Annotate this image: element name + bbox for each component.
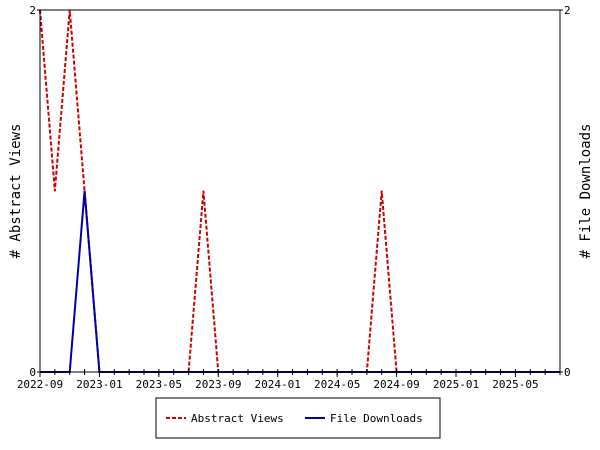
x-tick-label-2025-05: 2025-05 bbox=[492, 378, 538, 391]
axes-layer: 2022-09 2023-01 2023-05 2023-09 2024-01 2024-… bbox=[17, 4, 571, 391]
x-tick-label-2022-09: 2022-09 bbox=[17, 378, 63, 391]
y-axis-label-left: # Abstract Views bbox=[8, 124, 24, 259]
data-point-file-downloads-2022-12 bbox=[83, 190, 86, 192]
x-tick-label-2024-09: 2024-09 bbox=[373, 378, 419, 391]
series-line-file-downloads bbox=[40, 190, 560, 373]
data-point-abstract-views-2023-08 bbox=[202, 190, 205, 192]
data-point-abstract-views-2024-08 bbox=[381, 190, 383, 192]
x-tick-label-2024-05: 2024-05 bbox=[314, 378, 360, 391]
x-tick-label-2025-01: 2025-01 bbox=[433, 378, 479, 391]
legend-label-file-downloads: File Downloads bbox=[330, 412, 423, 425]
plot-layer bbox=[39, 9, 561, 373]
x-tick-label-2023-05: 2023-05 bbox=[136, 378, 182, 391]
y-axis-label-right: # File Downloads bbox=[578, 124, 594, 259]
legend-label-abstract-views: Abstract Views bbox=[191, 412, 284, 425]
data-point-abstract-views-2022-10 bbox=[54, 190, 56, 192]
y-right-tick-label-0: 0 bbox=[564, 366, 571, 379]
series-line-abstract-views bbox=[39, 9, 560, 373]
legend-box bbox=[155, 397, 441, 439]
y-right-tick-label-2: 2 bbox=[564, 4, 571, 17]
legend: Abstract Views File Downloads bbox=[155, 397, 441, 439]
x-tick-label-2023-01: 2023-01 bbox=[76, 378, 122, 391]
x-tick-label-2024-01: 2024-01 bbox=[255, 378, 301, 391]
plot-area-frame bbox=[39, 9, 561, 373]
y-left-tick-label-2: 2 bbox=[29, 4, 36, 17]
x-tick-label-2023-09: 2023-09 bbox=[195, 378, 241, 391]
y-left-tick-label-0: 0 bbox=[29, 366, 36, 379]
